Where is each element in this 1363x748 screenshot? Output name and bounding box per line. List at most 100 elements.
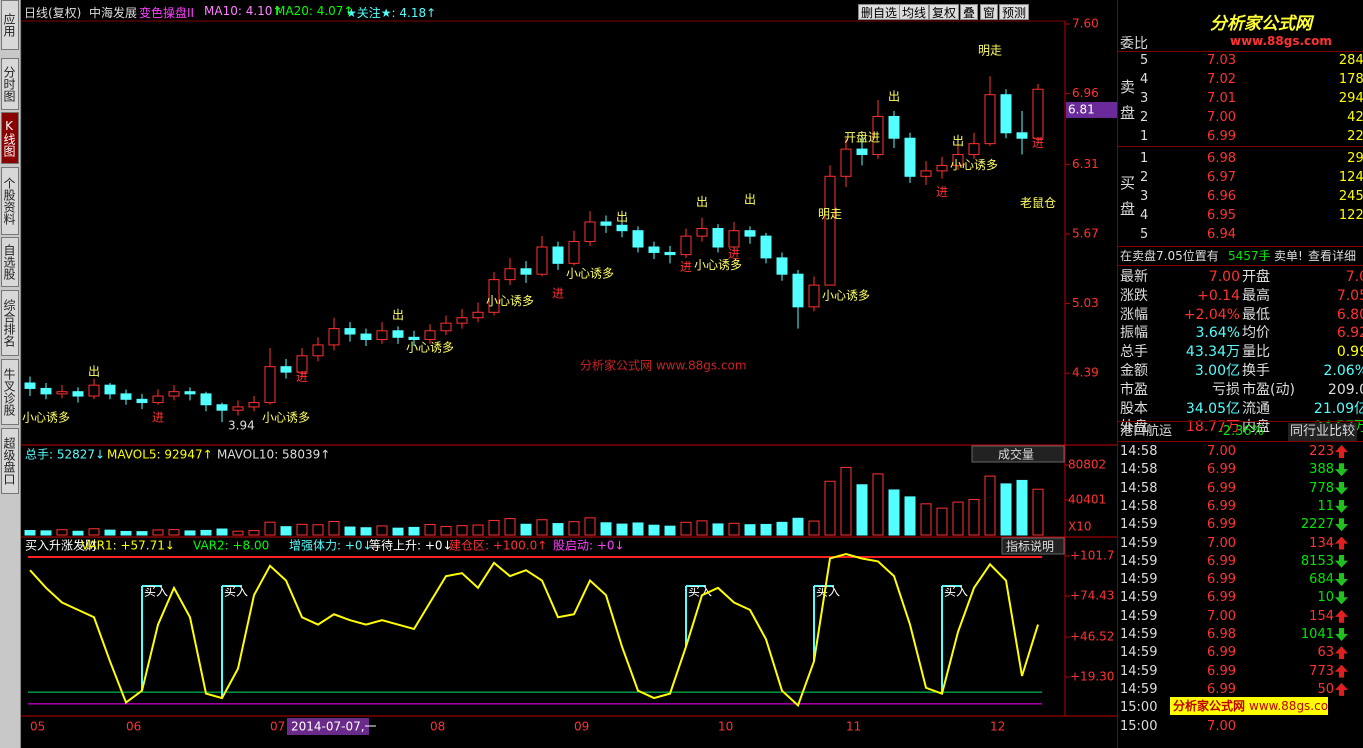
- level: 3: [1140, 189, 1149, 204]
- volume-bar: [760, 523, 772, 536]
- volume-bar: [744, 524, 756, 536]
- tick-row: 14:59 7.00 134: [1118, 535, 1363, 553]
- tick-row: 14:58 6.99 778: [1118, 480, 1363, 498]
- candle-body: [840, 148, 852, 177]
- toolbar-button[interactable]: 预测: [999, 4, 1030, 20]
- candle-body: [472, 311, 484, 319]
- volume-bar: [792, 517, 804, 536]
- volume-bar: [232, 530, 244, 536]
- volume-bar: [248, 530, 260, 536]
- volume-selector[interactable]: [971, 445, 1065, 463]
- stat-value: 21.09亿: [1313, 400, 1363, 417]
- candle-body: [696, 228, 708, 237]
- tick-row: 14:58 6.99 11: [1118, 498, 1363, 516]
- level: 5: [1140, 53, 1149, 68]
- candle-body: [584, 221, 596, 243]
- sidebar-tab[interactable]: 个股资料: [1, 167, 19, 235]
- order-row: 56.944: [1118, 226, 1363, 244]
- tick-row: 14:59 6.99 2227: [1118, 516, 1363, 534]
- volume-bar: [872, 473, 884, 536]
- stat-value: 43.34万: [1185, 344, 1240, 361]
- tick-price: 6.99: [1207, 681, 1236, 697]
- toolbar-button[interactable]: 均线: [899, 4, 930, 20]
- notice-type: 卖单!: [1274, 249, 1303, 263]
- candle-body: [824, 175, 836, 286]
- sidebar-tab[interactable]: 牛叉诊股: [1, 359, 19, 425]
- toolbar-button[interactable]: 窗: [980, 4, 999, 20]
- tick-arrow: [1335, 573, 1348, 587]
- signal-label: 出: [392, 308, 404, 322]
- volume-bar: [168, 529, 180, 536]
- volume-bar: [200, 529, 212, 536]
- buy-label: 买入: [144, 585, 168, 599]
- volume-bar: [824, 480, 836, 536]
- tick-arrow: [1335, 518, 1348, 532]
- stat-label: 总手: [1120, 344, 1148, 361]
- x-tick-label: 11: [846, 720, 861, 734]
- tick-price: 7.00: [1207, 444, 1236, 459]
- candle-body: [792, 273, 804, 308]
- volume: 1248: [1338, 170, 1363, 185]
- candle-body: [664, 251, 676, 256]
- tick-time: 15:00: [1120, 718, 1158, 734]
- tick-volume: 154: [1309, 608, 1334, 624]
- formula-name: 变色操盘II: [139, 6, 195, 20]
- volume-bar: [424, 524, 436, 536]
- buy-label: 买盘: [1120, 174, 1136, 218]
- tick-row: 14:58 6.99 388: [1118, 461, 1363, 479]
- volume-bar: [904, 496, 916, 536]
- tick-arrow: [1335, 609, 1348, 623]
- volume: 2847: [1338, 53, 1363, 68]
- notice: 在卖盘7.05位置有: [1120, 249, 1219, 263]
- sector-compare[interactable]: 同行业比较: [1288, 423, 1358, 441]
- watermark: 分析家公式网 www.88gs.com: [580, 358, 747, 373]
- stat-value: 18.77万: [1185, 419, 1240, 436]
- separator: [1118, 246, 1363, 247]
- tick-time: 14:59: [1120, 608, 1158, 624]
- volume-bar: [264, 521, 276, 536]
- separator: [1118, 146, 1363, 147]
- volume-selector-label[interactable]: 成交量: [998, 447, 1034, 462]
- candle-body: [760, 235, 772, 259]
- sidebar-tab[interactable]: 应用: [1, 0, 19, 50]
- signal-label: 小心诱多: [566, 267, 614, 281]
- notice-link[interactable]: 查看详细: [1308, 249, 1357, 263]
- indicator-header: 增强体力: +0↓: [289, 539, 373, 553]
- y-tick-label: 4.39: [1072, 366, 1099, 380]
- cursor-date-box: [287, 718, 369, 735]
- y-tick-label: +74.43: [1070, 589, 1114, 603]
- volume-bar: [632, 522, 644, 536]
- last-price-tag: [1066, 101, 1117, 118]
- toolbar-button[interactable]: 复权: [929, 4, 960, 20]
- volume-header: MAVOL5: 92947↑: [107, 448, 213, 462]
- sector: 港口航运: [1120, 424, 1173, 439]
- indicator-header: 买入升涨发财: [25, 538, 97, 553]
- sidebar-tab[interactable]: 自选股: [1, 237, 19, 287]
- tick-price: 6.99: [1207, 572, 1236, 588]
- candle-body: [184, 391, 196, 395]
- toolbar-button[interactable]: 删自选: [858, 4, 901, 20]
- candle-body: [568, 241, 580, 264]
- sidebar-tab[interactable]: 超级盘口: [1, 428, 19, 494]
- volume-header: 总手: 52827↓: [25, 448, 105, 462]
- sidebar-tab[interactable]: 分时图: [1, 58, 19, 110]
- notice-volume: 5457手: [1228, 249, 1271, 263]
- candle-body: [264, 366, 276, 404]
- sidebar-tab[interactable]: 综合排名: [1, 290, 19, 356]
- price: 7.03: [1207, 53, 1236, 68]
- indicator-button-label[interactable]: 指标说明: [1006, 539, 1054, 554]
- stat-row: 振幅 3.64%均价 6.92: [1118, 324, 1363, 342]
- indicator-button[interactable]: [1001, 537, 1065, 555]
- signal-label: 小心诱多: [22, 410, 70, 424]
- separator: [1118, 421, 1363, 422]
- toolbar-button[interactable]: 叠: [960, 4, 979, 20]
- volume-bar: [952, 501, 964, 536]
- volume-bar: [696, 520, 708, 536]
- sidebar-tab[interactable]: K线图: [1, 112, 19, 164]
- tick-price: 7.00: [1207, 718, 1236, 734]
- separator: [1118, 265, 1363, 266]
